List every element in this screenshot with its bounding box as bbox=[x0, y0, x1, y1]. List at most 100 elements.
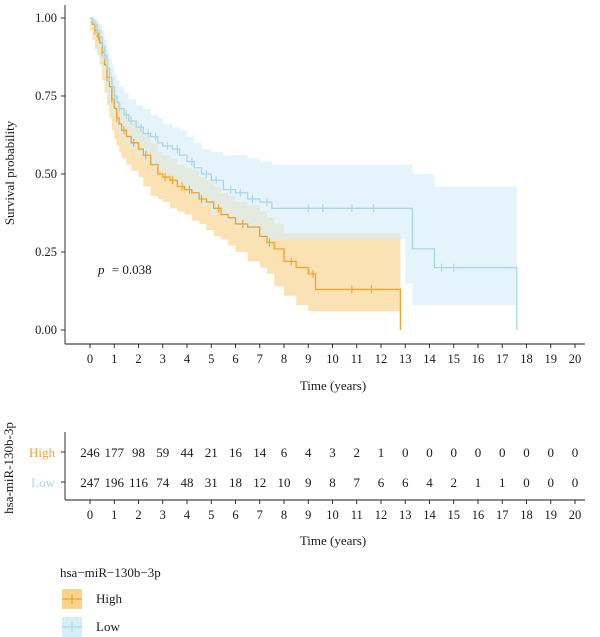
risk-count-low: 2 bbox=[451, 475, 458, 490]
risk-x-tick-label: 8 bbox=[281, 508, 287, 522]
risk-count-low: 18 bbox=[229, 475, 242, 490]
km-y-tick-label: 0.75 bbox=[35, 89, 57, 103]
km-x-tick-label: 7 bbox=[257, 352, 263, 366]
km-x-tick-label: 15 bbox=[448, 352, 461, 366]
risk-count-high: 0 bbox=[499, 445, 506, 460]
km-x-tick-label: 17 bbox=[496, 352, 509, 366]
risk-count-low: 1 bbox=[499, 475, 506, 490]
legend-item-high: High bbox=[62, 589, 123, 609]
risk-count-low: 74 bbox=[156, 475, 170, 490]
risk-count-high: 21 bbox=[205, 445, 218, 460]
risk-x-tick-label: 14 bbox=[423, 508, 436, 522]
risk-count-low: 48 bbox=[181, 475, 194, 490]
risk-count-low: 1 bbox=[475, 475, 482, 490]
risk-count-high: 2 bbox=[354, 445, 361, 460]
risk-x-tick-label: 1 bbox=[111, 508, 117, 522]
risk-x-tick-label: 15 bbox=[448, 508, 461, 522]
risk-count-low: 116 bbox=[129, 475, 149, 490]
km-x-axis-label: Time (years) bbox=[300, 378, 366, 393]
risk-count-low: 10 bbox=[278, 475, 291, 490]
km-x-tick-label: 9 bbox=[305, 352, 311, 366]
km-y-axis-label: Survival probability bbox=[2, 120, 17, 225]
km-x-tick-label: 8 bbox=[281, 352, 287, 366]
risk-count-high: 16 bbox=[229, 445, 243, 460]
risk-count-low: 9 bbox=[305, 475, 312, 490]
risk-count-high: 0 bbox=[451, 445, 458, 460]
km-x-tick-label: 1 bbox=[111, 352, 117, 366]
km-x-tick-label: 2 bbox=[135, 352, 141, 366]
risk-x-tick-label: 4 bbox=[184, 508, 191, 522]
risk-x-tick-label: 17 bbox=[496, 508, 509, 522]
km-x-tick-label: 5 bbox=[208, 352, 214, 366]
risk-x-tick-label: 5 bbox=[208, 508, 214, 522]
risk-count-high: 6 bbox=[281, 445, 288, 460]
risk-x-tick-label: 18 bbox=[520, 508, 533, 522]
risk-x-tick-label: 2 bbox=[135, 508, 141, 522]
km-x-tick-label: 19 bbox=[545, 352, 558, 366]
km-x-tick-label: 12 bbox=[375, 352, 388, 366]
risk-x-tick-label: 11 bbox=[351, 508, 363, 522]
risk-count-high: 3 bbox=[329, 445, 336, 460]
km-y-tick-label: 0.00 bbox=[35, 323, 57, 337]
risk-count-low: 6 bbox=[402, 475, 409, 490]
risk-count-high: 0 bbox=[548, 445, 555, 460]
legend-label-high: High bbox=[96, 591, 123, 606]
km-x-tick-label: 20 bbox=[569, 352, 582, 366]
km-y-tick-label: 1.00 bbox=[35, 11, 57, 25]
risk-x-tick-label: 20 bbox=[569, 508, 582, 522]
risk-count-low: 7 bbox=[354, 475, 361, 490]
risk-row-label-low: Low bbox=[31, 475, 55, 490]
p-value-text: = 0.038 bbox=[112, 262, 152, 277]
risk-count-high: 0 bbox=[426, 445, 433, 460]
risk-x-tick-label: 6 bbox=[232, 508, 238, 522]
risk-count-high: 1 bbox=[378, 445, 385, 460]
legend: hsa−miR−130b−3p High Low bbox=[60, 565, 161, 637]
risk-count-high: 177 bbox=[105, 445, 125, 460]
km-x-tick-label: 10 bbox=[326, 352, 339, 366]
risk-count-high: 14 bbox=[253, 445, 267, 460]
risk-count-low: 0 bbox=[572, 475, 579, 490]
risk-x-tick-label: 9 bbox=[305, 508, 311, 522]
km-y-tick-label: 0.25 bbox=[35, 245, 57, 259]
legend-title: hsa−miR−130b−3p bbox=[60, 565, 161, 580]
km-x-tick-label: 18 bbox=[520, 352, 533, 366]
risk-count-high: 59 bbox=[156, 445, 169, 460]
risk-count-low: 0 bbox=[548, 475, 555, 490]
risk-count-high: 4 bbox=[305, 445, 312, 460]
km-x-tick-label: 16 bbox=[472, 352, 485, 366]
risk-count-low: 0 bbox=[523, 475, 530, 490]
km-y-tick-label: 0.50 bbox=[35, 167, 57, 181]
survival-curve-low bbox=[90, 17, 518, 330]
risk-count-high: 0 bbox=[523, 445, 530, 460]
risk-count-low: 12 bbox=[253, 475, 266, 490]
risk-count-low: 196 bbox=[105, 475, 125, 490]
km-x-tick-label: 13 bbox=[399, 352, 412, 366]
risk-count-low: 31 bbox=[205, 475, 218, 490]
risk-count-high: 0 bbox=[572, 445, 579, 460]
risk-table-y-label: hsa-miR-130b-3p bbox=[1, 422, 16, 514]
risk-count-high: 44 bbox=[181, 445, 195, 460]
risk-x-tick-label: 19 bbox=[545, 508, 558, 522]
risk-count-high: 246 bbox=[80, 445, 100, 460]
p-value-annotation: p = 0.038 bbox=[97, 262, 152, 277]
risk-count-high: 0 bbox=[402, 445, 409, 460]
km-x-tick-label: 14 bbox=[423, 352, 436, 366]
risk-x-tick-label: 16 bbox=[472, 508, 485, 522]
ci-band-low bbox=[90, 18, 517, 306]
risk-count-low: 4 bbox=[426, 475, 433, 490]
risk-row-label-high: High bbox=[29, 445, 56, 460]
risk-x-tick-label: 13 bbox=[399, 508, 412, 522]
km-x-tick-label: 4 bbox=[184, 352, 191, 366]
risk-x-tick-label: 12 bbox=[375, 508, 388, 522]
km-plot: 0.000.250.500.751.00 0 1 2 3 4 5 6 7 8 9 10 11 12 13 1… bbox=[2, 5, 585, 393]
risk-count-low: 247 bbox=[80, 475, 100, 490]
risk-count-high: 98 bbox=[132, 445, 145, 460]
legend-label-low: Low bbox=[96, 619, 120, 634]
risk-count-low: 6 bbox=[378, 475, 385, 490]
risk-table-x-label: Time (years) bbox=[300, 533, 366, 548]
km-x-tick-label: 6 bbox=[232, 352, 238, 366]
risk-count-low: 8 bbox=[329, 475, 336, 490]
risk-count-high: 0 bbox=[475, 445, 482, 460]
